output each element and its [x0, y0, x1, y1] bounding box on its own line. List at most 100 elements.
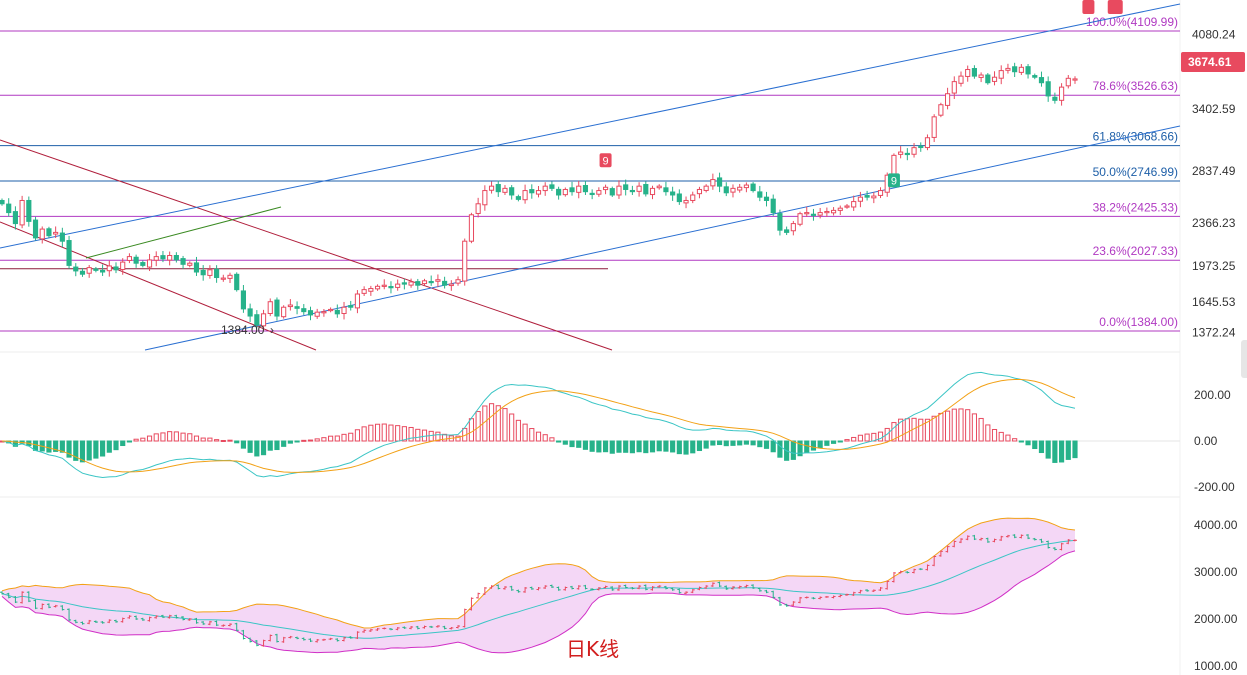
- candle-body: [777, 213, 783, 231]
- candle-body: [227, 274, 233, 279]
- candle-body: [582, 185, 589, 193]
- macd-hist-bar: [120, 440, 126, 447]
- candle-body: [287, 304, 293, 308]
- candle-body: [911, 147, 917, 155]
- macd-hist-bar: [924, 418, 931, 442]
- candle-body: [569, 187, 575, 193]
- candle-body: [938, 104, 944, 116]
- macd-hist-bar: [227, 439, 233, 442]
- candle-body: [629, 189, 635, 193]
- candle-body: [623, 184, 629, 190]
- price-tick-label: 3402.59: [1192, 102, 1236, 116]
- macd-hist-bar: [100, 440, 106, 457]
- boll-lower-line: [1, 550, 1076, 654]
- candle-body: [334, 309, 340, 315]
- td-marker-box: [1107, 0, 1123, 14]
- macd-tick-label: -200.00: [1194, 480, 1235, 494]
- candle-body: [395, 283, 401, 288]
- candle-body: [562, 188, 568, 196]
- macd-tick-label: 200.00: [1194, 388, 1231, 402]
- candle-body: [140, 262, 146, 266]
- candle-body: [39, 228, 45, 240]
- macd-hist-bar: [529, 428, 535, 442]
- macd-hist-bar: [770, 440, 776, 453]
- candle-body: [898, 151, 904, 155]
- candle-body: [435, 279, 441, 282]
- macd-hist-bar: [468, 418, 475, 442]
- candle-body: [877, 190, 884, 196]
- fib-level-label: 78.6%(3526.63): [1093, 79, 1178, 93]
- macd-hist-bar: [254, 440, 260, 457]
- price-tick-label: 1973.25: [1192, 259, 1236, 273]
- macd-hist-bar: [32, 440, 39, 451]
- candle-body: [602, 186, 609, 191]
- macd-hist-bar: [106, 440, 112, 453]
- macd-hist-bar: [79, 440, 86, 463]
- candle-body: [66, 240, 72, 266]
- candle-body: [770, 198, 776, 214]
- macd-hist-bar: [173, 431, 179, 442]
- macd-hist-bar: [817, 440, 823, 449]
- macd-hist-bar: [388, 424, 394, 442]
- macd-hist-bar: [214, 439, 220, 442]
- candle-body: [985, 74, 991, 84]
- macd-hist-bar: [938, 412, 944, 442]
- candle-body: [12, 211, 18, 225]
- candle-body: [120, 261, 126, 270]
- macd-hist-bar: [12, 440, 18, 447]
- fib-level-label: 50.0%(2746.99): [1093, 165, 1178, 179]
- boll-tick-label: 2000.00: [1194, 612, 1238, 626]
- price-tick-label: 2837.49: [1192, 164, 1236, 178]
- macd-hist-bar: [368, 424, 374, 442]
- candle-body: [240, 290, 247, 310]
- current-price-badge: 3674.61: [1181, 52, 1245, 72]
- fib-level-label: 100.0%(4109.99): [1086, 15, 1178, 29]
- macd-hist-bar: [1012, 438, 1018, 442]
- candle-body: [529, 189, 535, 194]
- candle-body: [670, 191, 676, 196]
- candle-body: [146, 259, 153, 268]
- macd-hist-bar: [180, 432, 186, 442]
- macd-hist-bar: [844, 439, 850, 442]
- candle-body: [1025, 66, 1031, 75]
- macd-hist-bar: [877, 431, 884, 442]
- macd-hist-bar: [824, 440, 830, 446]
- macd-hist-bar: [978, 417, 984, 442]
- macd-hist-bar: [1025, 440, 1031, 446]
- price-tick-label: 2366.23: [1192, 216, 1236, 230]
- boll-tick-label: 4000.00: [1194, 518, 1238, 532]
- td-marker-box: [887, 173, 900, 188]
- candle-body: [542, 185, 548, 192]
- candle-body: [53, 231, 59, 235]
- candle-body: [904, 152, 910, 156]
- macd-hist-bar: [274, 440, 280, 451]
- candle-body: [462, 240, 468, 282]
- right-scroll-handle[interactable]: [1241, 340, 1247, 378]
- candle-body: [971, 68, 977, 77]
- candle-body: [515, 196, 521, 200]
- macd-hist-bar: [435, 431, 441, 442]
- candle-body: [388, 286, 394, 289]
- candle-body: [408, 281, 414, 286]
- candle-body: [32, 219, 39, 239]
- candle-body: [502, 187, 508, 193]
- td-marker-label: 9: [891, 175, 897, 187]
- candle-body: [100, 269, 106, 273]
- candle-body: [723, 186, 729, 194]
- macd-hist-bar: [971, 413, 977, 442]
- macd-hist-bar: [1005, 434, 1011, 442]
- candle-body: [341, 306, 347, 315]
- candle-body: [368, 288, 374, 292]
- macd-hist-bar: [730, 440, 736, 446]
- candle-body: [810, 213, 817, 216]
- candle-body: [750, 183, 756, 192]
- candle-body: [254, 314, 260, 326]
- macd-hist-bar: [998, 431, 1004, 442]
- candle-body: [837, 207, 843, 211]
- macd-hist-bar: [113, 440, 119, 451]
- fib-level-label: 0.0%(1384.00): [1099, 315, 1178, 329]
- macd-hist-bar: [146, 435, 153, 442]
- macd-hist-bar: [515, 419, 521, 442]
- macd-hist-bar: [73, 440, 79, 461]
